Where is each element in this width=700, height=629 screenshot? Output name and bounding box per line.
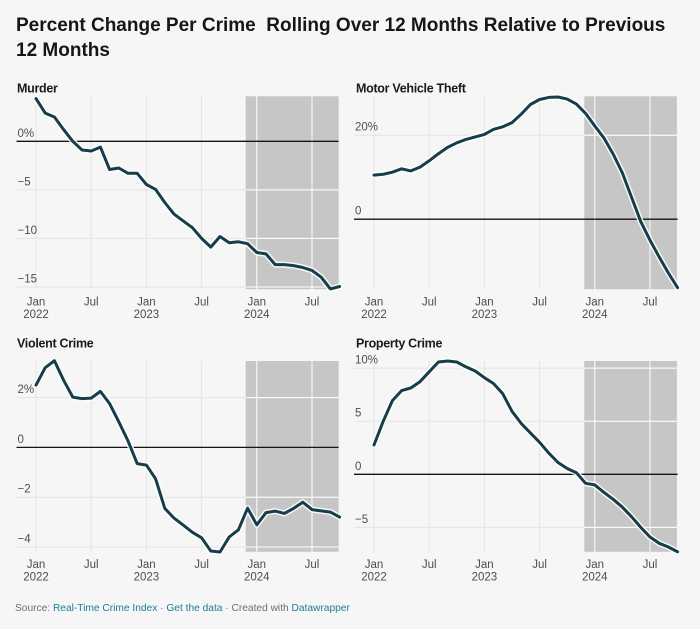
svg-text:2023: 2023 bbox=[134, 572, 160, 584]
svg-text:20%: 20% bbox=[355, 122, 378, 134]
svg-text:Jan: Jan bbox=[365, 559, 384, 571]
svg-text:Jul: Jul bbox=[194, 559, 209, 571]
svg-text:Jul: Jul bbox=[422, 559, 437, 571]
svg-text:2023: 2023 bbox=[472, 309, 498, 321]
svg-text:2022: 2022 bbox=[361, 309, 387, 321]
svg-text:Jan: Jan bbox=[586, 559, 605, 571]
svg-text:Motor Vehicle Theft: Motor Vehicle Theft bbox=[356, 82, 467, 96]
svg-text:Jul: Jul bbox=[532, 559, 547, 571]
svg-text:0: 0 bbox=[355, 461, 361, 473]
svg-text:2023: 2023 bbox=[134, 309, 160, 321]
svg-text:2024: 2024 bbox=[244, 309, 270, 321]
svg-text:Jul: Jul bbox=[84, 559, 99, 571]
svg-text:Jul: Jul bbox=[422, 297, 437, 309]
svg-text:−4: −4 bbox=[18, 534, 32, 546]
svg-text:2024: 2024 bbox=[582, 572, 608, 584]
svg-text:−15: −15 bbox=[18, 274, 38, 286]
svg-text:−5: −5 bbox=[355, 514, 368, 526]
svg-text:Murder: Murder bbox=[17, 82, 58, 96]
svg-text:Jul: Jul bbox=[194, 297, 209, 309]
svg-text:2024: 2024 bbox=[244, 572, 270, 584]
svg-text:10%: 10% bbox=[355, 355, 378, 367]
svg-text:−5: −5 bbox=[18, 176, 31, 188]
svg-text:0: 0 bbox=[18, 434, 24, 446]
svg-text:2022: 2022 bbox=[23, 309, 49, 321]
svg-text:2024: 2024 bbox=[582, 309, 608, 321]
svg-text:Jul: Jul bbox=[305, 297, 320, 309]
svg-text:2022: 2022 bbox=[23, 572, 49, 584]
svg-text:Jan: Jan bbox=[137, 559, 156, 571]
svg-text:Jan: Jan bbox=[27, 297, 46, 309]
svg-text:2022: 2022 bbox=[361, 572, 387, 584]
svg-text:Jul: Jul bbox=[643, 297, 658, 309]
svg-text:0%: 0% bbox=[18, 128, 35, 140]
svg-text:Jul: Jul bbox=[643, 559, 658, 571]
svg-text:0: 0 bbox=[355, 206, 361, 218]
svg-text:2023: 2023 bbox=[472, 572, 498, 584]
svg-text:Jan: Jan bbox=[365, 297, 384, 309]
svg-text:Jan: Jan bbox=[586, 297, 605, 309]
svg-text:Property Crime: Property Crime bbox=[356, 337, 442, 351]
svg-text:−2: −2 bbox=[18, 484, 31, 496]
svg-text:Jan: Jan bbox=[475, 559, 494, 571]
svg-text:Jul: Jul bbox=[305, 559, 320, 571]
svg-text:−10: −10 bbox=[18, 225, 38, 237]
svg-text:Jan: Jan bbox=[475, 297, 494, 309]
svg-text:Jan: Jan bbox=[248, 559, 267, 571]
svg-text:Violent Crime: Violent Crime bbox=[17, 337, 94, 351]
svg-text:Jan: Jan bbox=[137, 297, 156, 309]
svg-text:Jan: Jan bbox=[27, 559, 46, 571]
svg-text:Jan: Jan bbox=[248, 297, 267, 309]
svg-text:Jul: Jul bbox=[84, 297, 99, 309]
svg-text:5: 5 bbox=[355, 408, 361, 420]
svg-text:2%: 2% bbox=[18, 384, 35, 396]
svg-text:Jul: Jul bbox=[532, 297, 547, 309]
